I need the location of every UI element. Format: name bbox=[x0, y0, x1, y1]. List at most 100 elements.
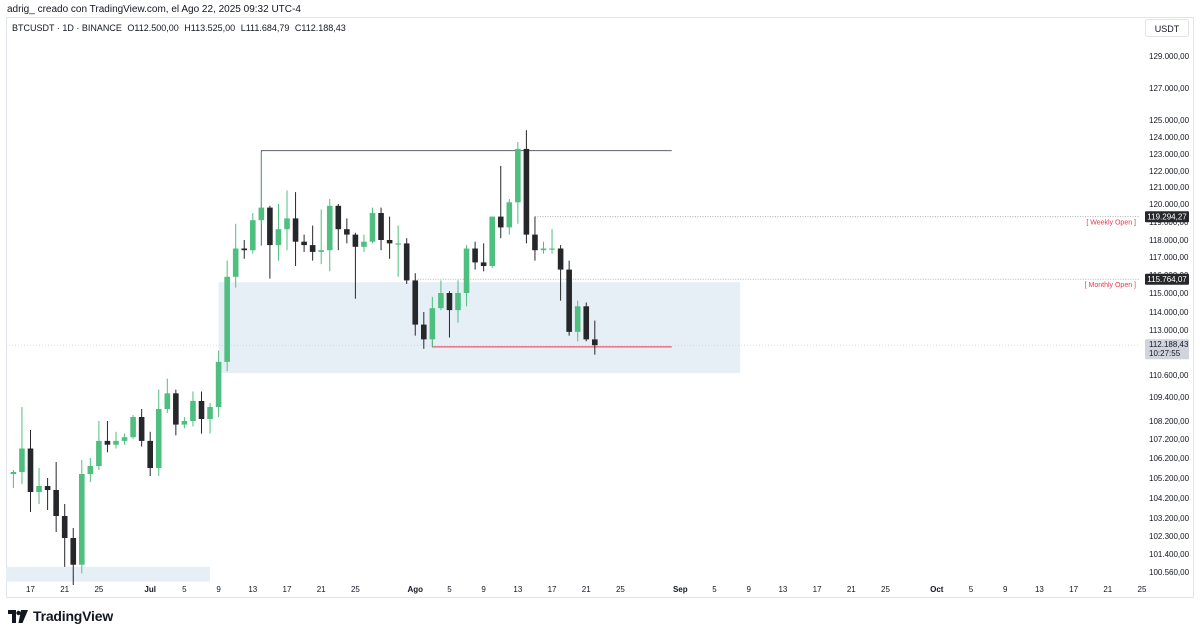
lower-zone[interactable] bbox=[6, 566, 211, 582]
candle bbox=[592, 320, 598, 355]
candle bbox=[267, 205, 273, 279]
candle bbox=[19, 407, 25, 484]
time-tick-label: Sep bbox=[673, 585, 688, 594]
tradingview-logo-icon bbox=[8, 609, 28, 623]
candle-body bbox=[138, 417, 145, 441]
price-tick-label: 119.000,00 bbox=[1149, 218, 1189, 227]
candle bbox=[164, 378, 171, 413]
legend-ohlc: BTCUSDT · 1D · BINANCE O112.500,00 H113.… bbox=[12, 23, 349, 33]
time-tick-label: 25 bbox=[351, 585, 360, 594]
price-tick-label: 118.000,00 bbox=[1149, 236, 1189, 245]
legend-low: L111.684,79 bbox=[240, 23, 290, 33]
monthly-open-label: [ Monthly Open ] bbox=[1085, 282, 1136, 289]
monthly-open-price-badge: 115.764,07 bbox=[1145, 273, 1189, 285]
candle bbox=[583, 302, 590, 342]
candle-body bbox=[207, 407, 213, 419]
candle bbox=[113, 431, 119, 449]
candle-body bbox=[198, 401, 205, 419]
time-tick-label: 5 bbox=[447, 585, 452, 594]
candle-body bbox=[258, 207, 265, 221]
weekly-open-price-badge-bg bbox=[1145, 211, 1189, 223]
consolidation-zone[interactable] bbox=[218, 282, 741, 374]
candle bbox=[215, 350, 222, 417]
candle-body bbox=[232, 248, 239, 277]
chart-frame bbox=[6, 17, 1194, 598]
price-axis[interactable]: 129.000,00 127.000,00 125.000,00 124.000,00… bbox=[1149, 52, 1190, 577]
candle-body bbox=[173, 393, 179, 425]
candle-body bbox=[438, 293, 444, 309]
candle bbox=[326, 198, 333, 272]
candle bbox=[489, 216, 495, 268]
time-tick-label: 9 bbox=[746, 585, 751, 594]
time-tick-label: 17 bbox=[1069, 585, 1078, 594]
candle bbox=[96, 421, 102, 470]
candle bbox=[318, 209, 324, 265]
candle-body bbox=[70, 538, 77, 565]
candle bbox=[147, 431, 153, 476]
candle bbox=[241, 240, 248, 259]
candles-layer bbox=[10, 130, 598, 585]
time-tick-label: 5 bbox=[969, 585, 974, 594]
candle bbox=[472, 241, 478, 270]
currency-button[interactable]: USDT bbox=[1145, 19, 1189, 37]
candle bbox=[36, 468, 42, 504]
candle-body bbox=[113, 440, 119, 445]
candle-body bbox=[386, 240, 393, 244]
zones-layer bbox=[6, 282, 741, 582]
candle bbox=[386, 216, 393, 259]
price-tick-label: 105.200,00 bbox=[1149, 474, 1190, 483]
price-tick-label: 114.000,00 bbox=[1149, 308, 1189, 317]
candle-body bbox=[181, 421, 188, 425]
time-tick-label: 13 bbox=[248, 585, 257, 594]
candle bbox=[506, 198, 513, 235]
candle bbox=[421, 312, 427, 349]
candle-body bbox=[10, 472, 17, 474]
monthly-open-price-badge-text: 115.764,07 bbox=[1147, 275, 1187, 284]
price-tick-label: 109.400,00 bbox=[1149, 393, 1190, 402]
time-tick-label: 13 bbox=[778, 585, 787, 594]
candle bbox=[335, 204, 342, 251]
candle-body bbox=[523, 148, 530, 235]
candle bbox=[369, 207, 376, 244]
range-high-line[interactable] bbox=[260, 150, 672, 246]
candle-body bbox=[421, 324, 427, 340]
price-tick-label: 113.000,00 bbox=[1149, 326, 1189, 335]
candle bbox=[284, 190, 290, 251]
candle-body bbox=[130, 417, 136, 438]
candle-body bbox=[155, 409, 162, 468]
candle bbox=[173, 389, 179, 436]
time-tick-label: 21 bbox=[1103, 585, 1112, 594]
tradingview-logo[interactable]: TradingView bbox=[8, 608, 113, 624]
time-axis[interactable]: 17 21 25 Jul 5 9 13 17 21 25 Ago 5 9 13 17 21 25 Sep 5 9 13 1… bbox=[26, 585, 1147, 594]
price-tick-label: 127.000,00 bbox=[1149, 84, 1190, 93]
candle bbox=[207, 403, 213, 434]
candle-body bbox=[429, 308, 436, 340]
candle bbox=[250, 213, 256, 254]
candle bbox=[532, 216, 538, 261]
weekly-open-price-badge-text: 119.294,27 bbox=[1147, 213, 1187, 222]
candle bbox=[395, 225, 401, 277]
time-tick-label: 25 bbox=[94, 585, 103, 594]
legend-open: O112.500,00 bbox=[127, 23, 179, 33]
time-tick-label: Jul bbox=[144, 585, 156, 594]
candle bbox=[121, 433, 128, 445]
legend-symbol[interactable]: BTCUSDT · 1D · BINANCE bbox=[12, 23, 122, 33]
candle-body bbox=[36, 486, 42, 492]
time-tick-label: Ago bbox=[407, 585, 423, 594]
candle bbox=[515, 142, 521, 224]
price-tick-label: 100.560,00 bbox=[1149, 568, 1190, 577]
candle bbox=[87, 458, 94, 482]
price-tick-label: 115.000,00 bbox=[1149, 289, 1189, 298]
candle-body bbox=[540, 248, 547, 251]
candle bbox=[190, 391, 196, 427]
candle-body bbox=[27, 448, 34, 492]
candle-body bbox=[515, 148, 521, 203]
candle-body bbox=[395, 243, 401, 245]
time-tick-label: 17 bbox=[26, 585, 35, 594]
candle-body bbox=[292, 218, 299, 242]
price-tick-label: 107.200,00 bbox=[1149, 435, 1190, 444]
candle bbox=[574, 300, 581, 342]
